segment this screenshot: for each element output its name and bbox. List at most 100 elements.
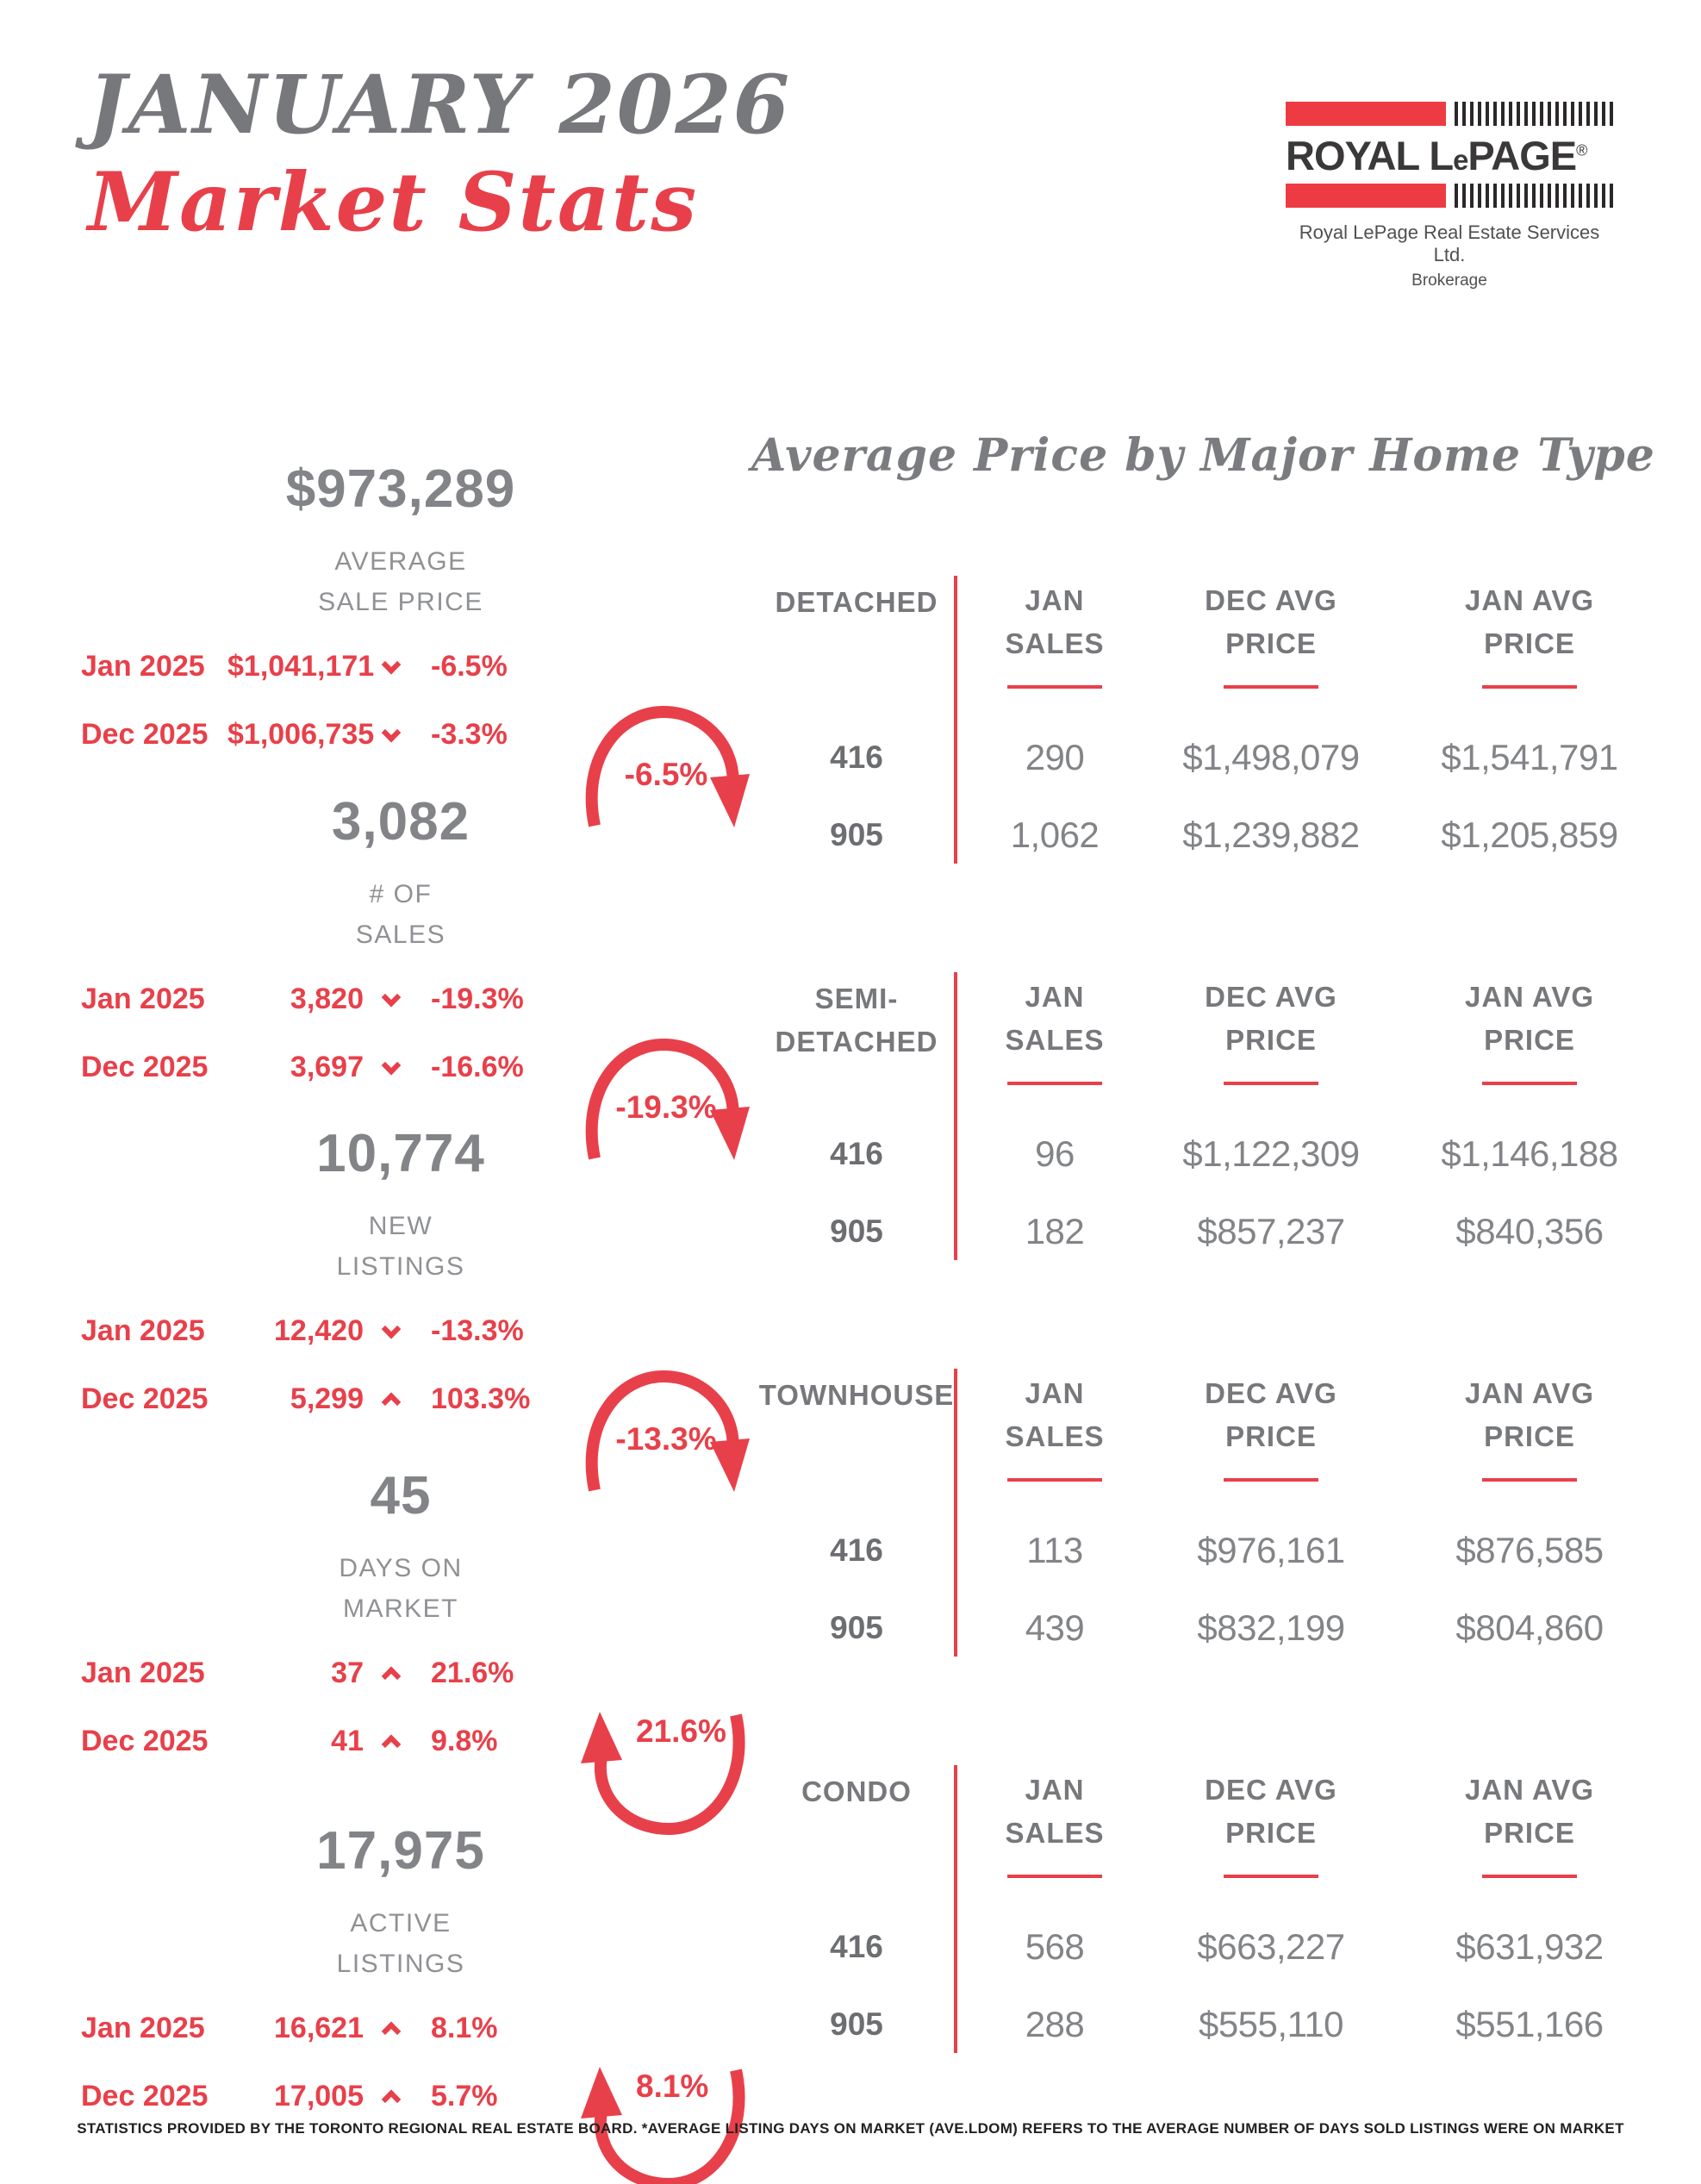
comparison-row: Jan 2025 3,820 -19.3% [81, 983, 750, 1016]
stat-value: 3,082 [331, 792, 470, 852]
jan-avg-price-value: $551,166 [1455, 2004, 1604, 2044]
stat-comparison-rows: Jan 2025 3,820 -19.3% Dec 2025 3,697 -16… [52, 983, 750, 1084]
dec-avg-price-value: $976,161 [1197, 1530, 1345, 1570]
chevron-cell [364, 1734, 419, 1754]
chevron-down-icon [381, 1055, 402, 1075]
chevron-cell [364, 1392, 419, 1412]
jan-sales-value: 182 [1025, 1211, 1085, 1251]
stat-block-number-of-sales: 3,082 # OF SALES Jan 2025 3,820 -19.3% D… [52, 791, 750, 1160]
barcode-stripes-icon [1455, 102, 1613, 126]
header-underline [1224, 685, 1318, 689]
header-underline [1482, 1082, 1577, 1085]
header-underline [1224, 1875, 1318, 1878]
royal-lepage-logo: ROYAL LePAGE® Royal LePage Real Estate S… [1286, 102, 1613, 290]
comparison-row: Dec 2025 3,697 -16.6% [81, 1051, 750, 1084]
table-divider-line [954, 1765, 957, 2053]
trend-arc-down-icon [585, 705, 750, 827]
area-code: 905 [830, 1214, 883, 1249]
header-underline [1482, 1875, 1577, 1878]
trend-arrow-percent: -19.3% [615, 1089, 717, 1125]
jan-avg-price-value: $1,541,791 [1441, 737, 1618, 777]
row-value: 12,420 [274, 1314, 364, 1347]
comparison-row: Jan 2025 12,420 -13.3% [81, 1314, 750, 1348]
table-divider-line [954, 1369, 957, 1657]
chevron-down-icon [381, 1319, 402, 1338]
row-value: 37 [331, 1657, 364, 1689]
stat-value: 10,774 [316, 1124, 485, 1183]
comparison-row: Jan 2025 37 21.6% [81, 1657, 750, 1690]
table-label-line1: CONDO [801, 1775, 912, 1807]
logo-company-name: Royal LePage Real Estate Services Ltd. [1299, 222, 1600, 265]
table-label-line2: DETACHED [775, 1025, 938, 1058]
comparison-row: Jan 2025 16,621 8.1% [81, 2012, 750, 2045]
area-code: 905 [830, 2006, 883, 2042]
chevron-down-icon [381, 654, 402, 674]
chevron-cell [364, 1319, 419, 1338]
row-percent: -3.3% [431, 718, 508, 751]
row-percent: 21.6% [431, 1657, 514, 1689]
price-table-condo: CONDO JAN SALES DEC AVG PRICE JAN AVG PR… [758, 1760, 1672, 2063]
logo-wordmark-prefix: ROYAL L [1286, 133, 1454, 178]
stat-label: NEW LISTINGS [52, 1207, 750, 1287]
area-code: 905 [830, 817, 883, 852]
dec-avg-price-value: $1,239,882 [1182, 814, 1360, 855]
stat-value: 17,975 [316, 1821, 485, 1881]
jan-sales-value: 568 [1025, 1926, 1085, 1967]
column-header-jan-sales: JAN SALES [955, 571, 1155, 719]
table-label-line1: SEMI- [814, 983, 899, 1014]
row-value: $1,041,171 [227, 650, 375, 683]
logo-wordmark: ROYAL LePAGE® [1286, 132, 1613, 179]
column-header-dec-avg-price: DEC AVG PRICE [1155, 1760, 1387, 1908]
row-value: 5,299 [290, 1382, 364, 1415]
jan-avg-price-value: $1,205,859 [1441, 814, 1618, 855]
logo-wordmark-e: e [1453, 144, 1468, 176]
jan-avg-price-value: $876,585 [1455, 1530, 1604, 1570]
column-header-jan-avg-price: JAN AVG PRICE [1387, 967, 1672, 1115]
trend-arrow-percent: -13.3% [615, 1421, 717, 1457]
stat-label: DAYS ON MARKET [52, 1549, 750, 1629]
price-table-semi-detached: SEMI- DETACHED JAN SALES DEC AVG PRICE J… [758, 967, 1672, 1270]
row-percent: -13.3% [431, 1314, 524, 1347]
table-divider-line [954, 972, 957, 1260]
chevron-cell [364, 987, 419, 1007]
dec-avg-price-value: $1,122,309 [1182, 1133, 1360, 1174]
column-header-dec-avg-price: DEC AVG PRICE [1155, 571, 1387, 719]
header-underline [1007, 1875, 1102, 1878]
dec-avg-price-value: $832,199 [1197, 1607, 1345, 1648]
table-row-label-header: SEMI- DETACHED [758, 967, 955, 1115]
header-underline [1224, 1082, 1318, 1085]
column-header-jan-sales: JAN SALES [955, 967, 1155, 1115]
logo-wordmark-suffix: PAGE [1467, 133, 1577, 178]
area-code: 416 [830, 1929, 883, 1964]
jan-avg-price-value: $631,932 [1455, 1926, 1604, 1967]
row-value: 16,621 [274, 2012, 364, 2044]
jan-sales-value: 290 [1025, 737, 1085, 777]
header-underline [1007, 1082, 1102, 1085]
logo-top-row [1286, 102, 1613, 126]
row-period: Dec 2025 [81, 1725, 209, 1757]
row-value: 17,005 [274, 2080, 364, 2112]
stat-comparison-rows: Jan 2025 12,420 -13.3% Dec 2025 5,299 10… [52, 1314, 750, 1416]
chevron-up-icon [381, 1392, 402, 1412]
jan-avg-price-value: $1,146,188 [1441, 1133, 1618, 1174]
jan-sales-value: 1,062 [1010, 814, 1100, 855]
trend-arrow: 21.6% [579, 1708, 751, 1839]
comparison-row: Jan 2025 $1,041,171 -6.5% [81, 650, 750, 683]
stat-label-line2: LISTINGS [336, 1949, 465, 1978]
chevron-cell [364, 722, 419, 742]
price-table-detached: DETACHED JAN SALES DEC AVG PRICE JAN AVG… [758, 571, 1672, 874]
chevron-up-icon [381, 1666, 402, 1686]
stat-label: ACTIVE LISTINGS [52, 1904, 750, 1984]
chevron-up-icon [381, 2021, 402, 2041]
row-percent: -16.6% [431, 1051, 524, 1083]
chevron-up-icon [381, 2089, 402, 2109]
stat-label: # OF SALES [52, 875, 750, 955]
row-percent: -6.5% [431, 650, 508, 683]
stat-block-days-on-market: 45 DAYS ON MARKET Jan 2025 37 21.6% Dec … [52, 1465, 750, 1836]
stat-label: AVERAGE SALE PRICE [52, 542, 750, 622]
header-underline [1007, 1478, 1102, 1482]
table-row-label-header: DETACHED [758, 571, 955, 719]
row-value: 3,820 [290, 983, 364, 1015]
jan-sales-value: 96 [1035, 1133, 1075, 1174]
chevron-up-icon [381, 1734, 402, 1754]
